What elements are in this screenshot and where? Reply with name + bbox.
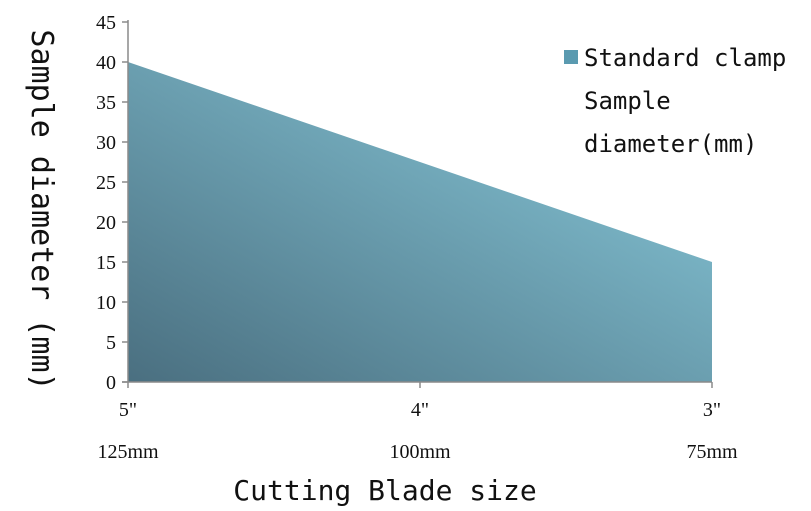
x-tick-label: 4"	[411, 399, 429, 421]
y-tick-label: 5	[106, 332, 116, 354]
y-tick-label: 0	[106, 372, 116, 394]
x-axis: 5" 125mm 4" 100mm 3" 75mm	[97, 381, 738, 463]
legend: Standard clamp Sample diameter(mm)	[564, 44, 786, 158]
y-tick-label: 40	[96, 52, 116, 74]
y-tick-label: 30	[96, 132, 116, 154]
legend-swatch	[564, 50, 578, 64]
plot-area	[128, 62, 712, 382]
y-axis: 0 5 10 15 20 25 30 35 40 45	[96, 12, 129, 394]
x-tick-sublabel: 100mm	[389, 441, 451, 463]
x-tick-label: 5"	[119, 399, 137, 421]
y-tick-label: 35	[96, 92, 116, 114]
y-tick-label: 25	[96, 172, 116, 194]
y-tick-label: 10	[96, 292, 116, 314]
legend-line-3: diameter(mm)	[584, 130, 757, 158]
x-tick-sublabel: 75mm	[686, 441, 738, 463]
y-axis-title: Sample diameter (mm)	[24, 29, 59, 390]
x-tick-label: 3"	[703, 399, 721, 421]
y-tick-label: 45	[96, 12, 116, 34]
x-tick-sublabel: 125mm	[97, 441, 159, 463]
y-tick-label: 20	[96, 212, 116, 234]
y-tick-label: 15	[96, 252, 116, 274]
legend-line-2: Sample	[584, 87, 671, 115]
x-axis-title: Cutting Blade size	[233, 474, 536, 507]
area-series	[128, 62, 712, 382]
legend-line-1: Standard clamp	[584, 44, 786, 72]
